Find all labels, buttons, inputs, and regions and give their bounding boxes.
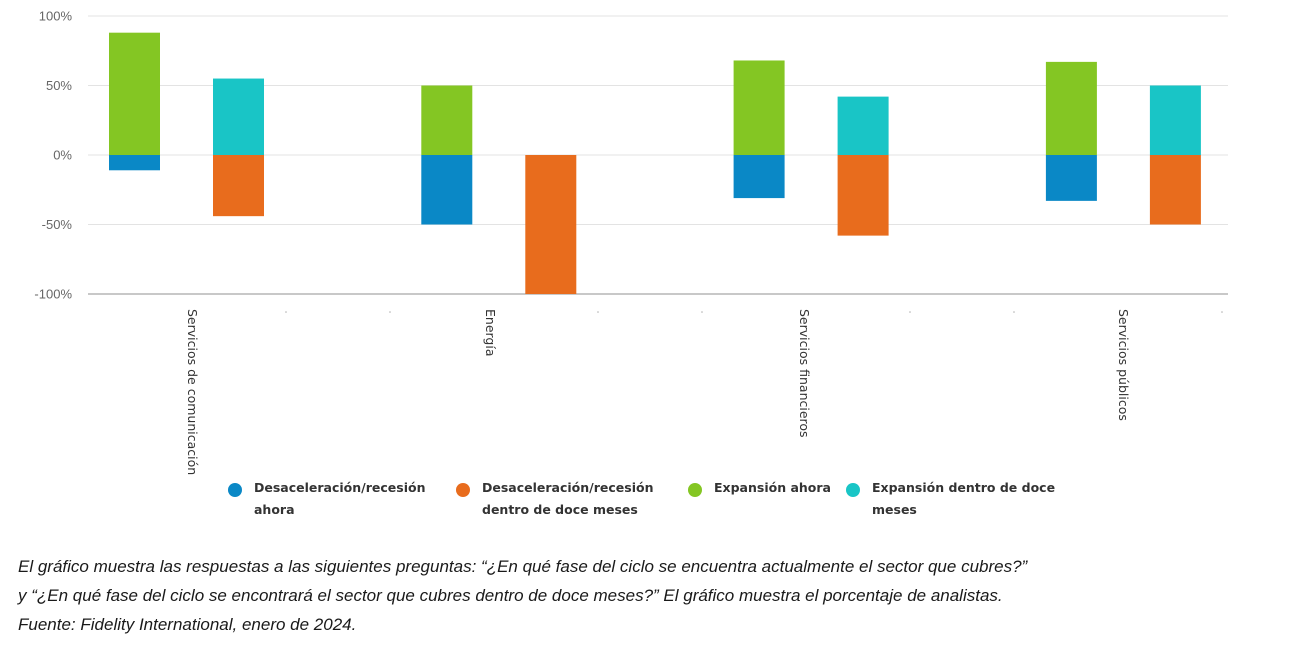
x-category-label: Servicios públicos bbox=[1116, 309, 1131, 421]
x-category-label: Energía bbox=[483, 309, 498, 357]
legend-dot-icon bbox=[846, 483, 860, 497]
chart: 100% 50% 0% -50% -100% Servicios de comunica… bbox=[34, 9, 1228, 475]
x-tick-dot bbox=[1221, 311, 1223, 313]
y-tick-label: 50% bbox=[46, 78, 72, 93]
x-tick-dot bbox=[389, 311, 391, 313]
legend-label: Desaceleración/recesión bbox=[482, 480, 654, 495]
legend-item-desaceleracion-doce-meses[interactable]: Desaceleración/recesión dentro de doce me… bbox=[456, 480, 654, 521]
caption-line-2: y “¿En qué fase del ciclo se encontrará … bbox=[18, 586, 1003, 605]
x-tick-dot bbox=[597, 311, 599, 313]
bar[interactable] bbox=[421, 85, 473, 156]
bar[interactable] bbox=[213, 155, 264, 217]
x-category-label: Servicios de comunicación bbox=[185, 309, 200, 475]
x-axis-category-labels: Servicios de comunicación Energía Servicio… bbox=[185, 309, 1131, 475]
x-tick-dot bbox=[285, 311, 287, 313]
bar[interactable] bbox=[1045, 61, 1097, 156]
x-axis-tick-dots bbox=[285, 311, 1223, 313]
x-category-label: Servicios financieros bbox=[797, 309, 812, 438]
x-tick-dot bbox=[1013, 311, 1015, 313]
y-tick-label: 0% bbox=[53, 148, 72, 163]
bar[interactable] bbox=[109, 155, 160, 171]
x-tick-dot bbox=[701, 311, 703, 313]
bar[interactable] bbox=[1149, 85, 1201, 156]
y-tick-label: 100% bbox=[39, 9, 73, 24]
bar[interactable] bbox=[421, 155, 473, 225]
bar[interactable] bbox=[525, 155, 577, 294]
y-tick-label: -50% bbox=[42, 217, 73, 232]
gridlines bbox=[88, 15, 1228, 295]
legend-label-line2: meses bbox=[872, 502, 917, 517]
caption-line-1: El gráfico muestra las respuestas a las … bbox=[18, 557, 1028, 576]
bar[interactable] bbox=[109, 32, 160, 155]
bar[interactable] bbox=[1149, 155, 1201, 225]
bar[interactable] bbox=[837, 96, 889, 155]
legend-label: Expansión ahora bbox=[714, 480, 831, 495]
bar[interactable] bbox=[837, 155, 889, 236]
legend-label: Desaceleración/recesión bbox=[254, 480, 426, 495]
y-tick-label: -100% bbox=[34, 287, 72, 302]
legend-label-line2: dentro de doce meses bbox=[482, 502, 638, 517]
y-axis-ticks: 100% 50% 0% -50% -100% bbox=[34, 9, 72, 302]
bar[interactable] bbox=[213, 78, 264, 155]
legend-item-expansion-ahora[interactable]: Expansión ahora bbox=[688, 480, 831, 499]
legend-dot-icon bbox=[688, 483, 702, 497]
legend-item-expansion-doce-meses[interactable]: Expansión dentro de doce meses bbox=[846, 480, 1056, 521]
x-tick-dot bbox=[909, 311, 911, 313]
bar[interactable] bbox=[733, 155, 785, 199]
legend-dot-icon bbox=[228, 483, 242, 497]
legend-item-desaceleracion-ahora[interactable]: Desaceleración/recesión ahora bbox=[228, 480, 426, 521]
caption-source: Fuente: Fidelity International, enero de… bbox=[18, 615, 357, 634]
bars bbox=[109, 32, 1201, 294]
chart-caption: El gráfico muestra las respuestas a las … bbox=[18, 552, 1290, 639]
legend-dot-icon bbox=[456, 483, 470, 497]
bar[interactable] bbox=[733, 60, 785, 156]
legend: Desaceleración/recesión ahora Desacelerac… bbox=[0, 480, 1292, 525]
legend-label-line2: ahora bbox=[254, 502, 295, 517]
legend-label: Expansión dentro de doce bbox=[872, 480, 1056, 495]
bar[interactable] bbox=[1045, 155, 1097, 201]
